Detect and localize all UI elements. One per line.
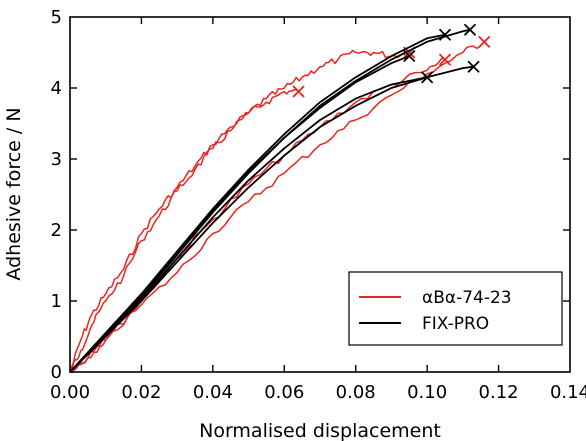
legend-label-fix-pro: FIX-PRO <box>422 314 489 334</box>
y-axis-label: Adhesive force / N <box>3 107 25 280</box>
legend-label-albaal: αBα-74-23 <box>422 288 512 308</box>
series-line-albaal <box>69 49 410 373</box>
failure-marker <box>292 85 305 98</box>
series-line-fix-pro <box>69 55 410 373</box>
x-tick-label: 0.02 <box>121 382 161 403</box>
x-tick-label: 0.04 <box>193 382 233 403</box>
failure-marker <box>463 23 477 36</box>
failure-marker <box>467 60 480 73</box>
y-tick-label: 1 <box>51 291 62 312</box>
x-tick-label: 0.06 <box>264 382 304 403</box>
x-tick-label: 0.00 <box>50 382 90 403</box>
legend-box <box>348 271 563 346</box>
failure-marker <box>438 53 452 66</box>
legend: αBα-74-23 FIX-PRO <box>348 271 563 346</box>
y-tick-label: 3 <box>51 149 62 170</box>
x-tick-label: 0.14 <box>550 382 586 403</box>
y-tick-label: 5 <box>51 7 62 28</box>
series-line-albaal <box>69 88 300 373</box>
y-tick-label: 2 <box>51 220 62 241</box>
failure-marker <box>478 35 491 48</box>
failure-marker <box>403 49 416 63</box>
x-tick-label: 0.10 <box>407 382 447 403</box>
failure-marker-stroke <box>467 60 480 73</box>
x-tick-label: 0.08 <box>336 382 376 403</box>
x-tick-label: 0.12 <box>479 382 519 403</box>
y-tick-label: 4 <box>51 78 62 99</box>
series-line-fix-pro <box>69 33 446 373</box>
series-layer <box>69 23 491 374</box>
y-tick-label: 0 <box>51 362 62 383</box>
plot-frame <box>69 16 571 373</box>
x-axis-label: Normalised displacement <box>199 420 441 441</box>
failure-marker-stroke <box>463 23 477 36</box>
ticks-layer: 0.00 0.02 0.04 0.06 0.08 0.10 0.12 0.14 0 1 2 3 4 5 <box>50 7 586 403</box>
series-line-fix-pro <box>69 65 474 373</box>
failure-marker-stroke <box>292 85 305 98</box>
failure-marker-stroke <box>403 49 416 63</box>
failure-marker-stroke <box>478 35 491 48</box>
failure-marker-stroke <box>438 53 452 66</box>
